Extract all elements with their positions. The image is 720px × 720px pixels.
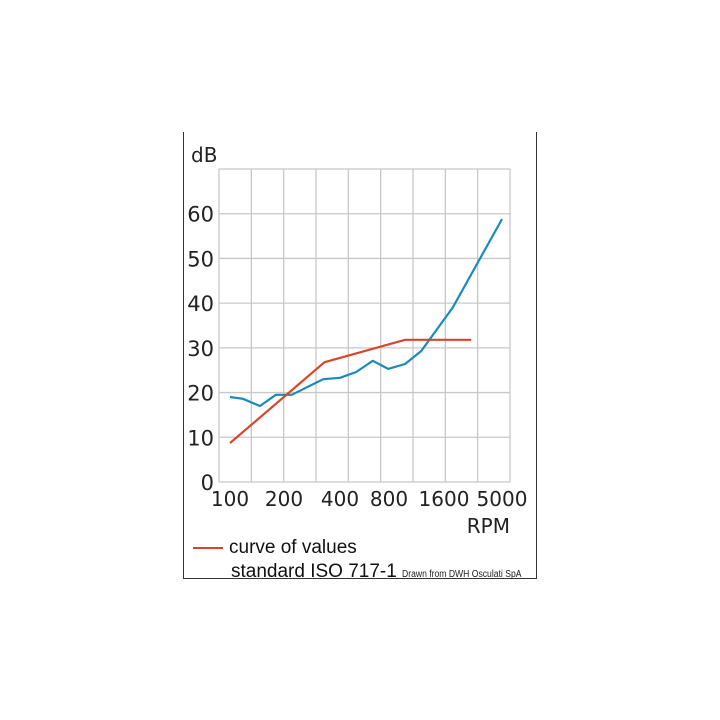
credit-text: Drawn from DWH Osculati SpA bbox=[402, 569, 522, 580]
y-tick-label: 60 bbox=[187, 203, 214, 227]
x-tick-label: 400 bbox=[321, 487, 359, 511]
y-tick-label: 0 bbox=[201, 471, 214, 495]
x-axis-label: RPM bbox=[467, 514, 510, 538]
legend-swatch-red bbox=[193, 546, 223, 549]
chart-frame bbox=[183, 132, 537, 579]
x-tick-label: 100 bbox=[211, 487, 249, 511]
x-tick-label: 800 bbox=[370, 487, 408, 511]
y-tick-label: 50 bbox=[187, 247, 214, 271]
legend-label-line2: standard ISO 717-1 bbox=[231, 561, 397, 582]
legend-label-line1: curve of values bbox=[229, 537, 357, 558]
y-tick-label: 10 bbox=[187, 426, 214, 450]
y-tick-label: 20 bbox=[187, 382, 214, 406]
x-tick-label: 5000 bbox=[477, 487, 528, 511]
y-axis-label: dB bbox=[191, 143, 217, 167]
series-line-iso-717-1 bbox=[229, 338, 472, 444]
y-tick-label: 40 bbox=[187, 292, 214, 316]
series-line-measured bbox=[229, 218, 503, 408]
x-tick-label: 200 bbox=[265, 487, 303, 511]
legend: curve of values bbox=[193, 537, 357, 559]
x-tick-label: 1600 bbox=[419, 487, 470, 511]
y-tick-label: 30 bbox=[187, 337, 214, 361]
